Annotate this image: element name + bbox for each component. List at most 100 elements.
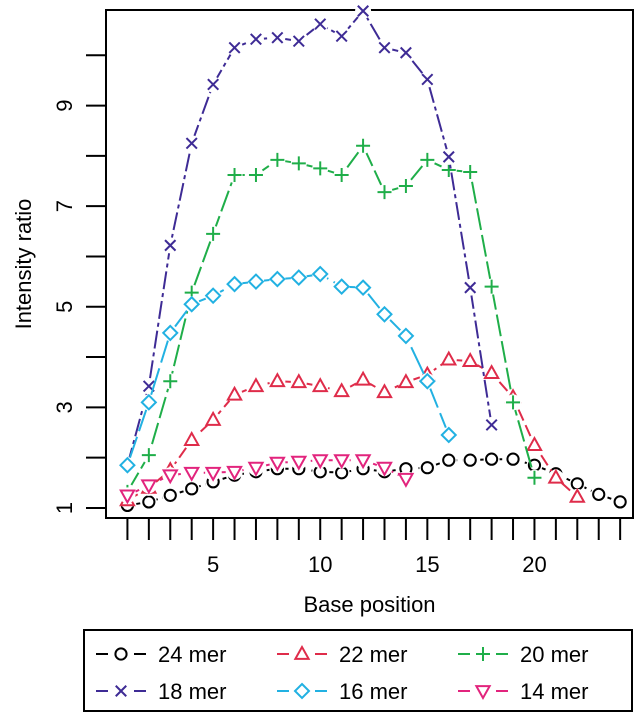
x-axis: 5 10 15 20	[126, 518, 622, 577]
data-point	[247, 377, 265, 393]
y-tick-label: 7	[52, 200, 77, 212]
data-point	[290, 269, 308, 286]
data-point	[119, 489, 136, 505]
data-point	[421, 73, 434, 86]
data-point	[354, 370, 372, 386]
data-point	[613, 495, 627, 509]
data-point	[119, 456, 136, 474]
data-point	[568, 487, 586, 503]
legend-item: 20 mer	[458, 642, 588, 667]
data-point	[250, 33, 262, 46]
legend-item: 22 mer	[277, 642, 407, 667]
data-point	[420, 152, 435, 167]
legend-marker	[474, 685, 492, 701]
data-point	[592, 487, 606, 501]
plot-area: 5 10 15 20 1 3 5 7 9	[52, 3, 634, 577]
data-point	[333, 382, 351, 398]
legend: 24 mer 22 mer 20 mer 18 mer 16 mer 14 mer	[83, 629, 633, 712]
data-point	[483, 364, 500, 380]
data-point	[442, 150, 455, 163]
data-point	[206, 226, 221, 241]
data-point	[228, 41, 241, 54]
legend-label: 22 mer	[339, 642, 407, 667]
x-axis-title: Base position	[303, 592, 435, 617]
legend-marker	[293, 682, 311, 700]
data-point	[397, 472, 415, 488]
data-point	[185, 482, 199, 496]
data-point	[506, 395, 521, 410]
series-18-mer	[119, 3, 500, 474]
series-line	[126, 358, 578, 502]
data-point	[207, 78, 220, 91]
x-tick-label: 5	[207, 552, 219, 577]
data-point	[185, 137, 198, 150]
data-point	[463, 164, 478, 179]
y-tick-label: 3	[52, 401, 77, 413]
legend-item: 14 mer	[458, 679, 588, 704]
data-point	[142, 495, 156, 509]
data-point	[376, 383, 393, 399]
data-point	[335, 30, 348, 43]
x-tick-label: 15	[415, 552, 439, 577]
y-axis: 1 3 5 7 9	[52, 54, 106, 514]
data-point	[161, 324, 179, 342]
legend-label: 14 mer	[520, 679, 588, 704]
data-point	[506, 452, 520, 466]
legend-box	[83, 629, 633, 712]
data-point	[290, 373, 308, 389]
data-point	[311, 265, 329, 283]
y-tick-label: 1	[52, 502, 77, 514]
data-point	[463, 453, 477, 467]
data-point	[183, 430, 201, 446]
data-point	[247, 461, 265, 477]
x-tick-label: 20	[522, 552, 546, 577]
data-point	[334, 167, 349, 182]
data-point	[420, 461, 434, 475]
data-point	[313, 161, 328, 176]
data-point	[163, 374, 178, 389]
legend-item: 18 mer	[96, 679, 226, 704]
data-point	[226, 385, 243, 401]
series-16-mer	[119, 265, 458, 474]
data-point	[464, 281, 477, 294]
legend-label: 16 mer	[339, 679, 407, 704]
data-point	[292, 35, 305, 48]
data-point	[311, 454, 329, 470]
data-point	[333, 278, 351, 296]
data-point	[397, 373, 415, 389]
data-point	[397, 327, 415, 345]
data-point	[141, 448, 156, 463]
data-point	[248, 167, 263, 182]
series-14-mer	[119, 452, 415, 505]
data-point	[398, 179, 413, 194]
data-point	[268, 270, 286, 288]
data-point	[163, 488, 177, 502]
y-tick-label: 5	[52, 301, 77, 313]
data-point	[161, 469, 179, 485]
data-point	[269, 456, 286, 472]
data-point	[418, 372, 436, 390]
data-point	[183, 295, 201, 313]
data-point	[526, 436, 543, 451]
data-point	[440, 350, 458, 366]
data-point	[484, 279, 499, 294]
data-point	[376, 305, 393, 323]
data-point	[314, 18, 327, 31]
data-point	[226, 465, 243, 481]
data-point	[140, 393, 158, 411]
data-point	[485, 418, 498, 431]
data-point	[441, 162, 456, 177]
data-point	[247, 273, 265, 291]
legend-item: 16 mer	[277, 679, 407, 704]
data-point	[290, 455, 308, 471]
data-point	[547, 468, 565, 484]
data-point	[227, 167, 242, 182]
legend-marker	[476, 647, 490, 661]
data-point	[270, 152, 285, 167]
data-point	[377, 185, 392, 200]
data-point	[485, 452, 499, 466]
data-point	[269, 372, 286, 388]
data-point	[204, 466, 222, 482]
data-point	[164, 239, 177, 252]
data-point	[357, 5, 370, 17]
